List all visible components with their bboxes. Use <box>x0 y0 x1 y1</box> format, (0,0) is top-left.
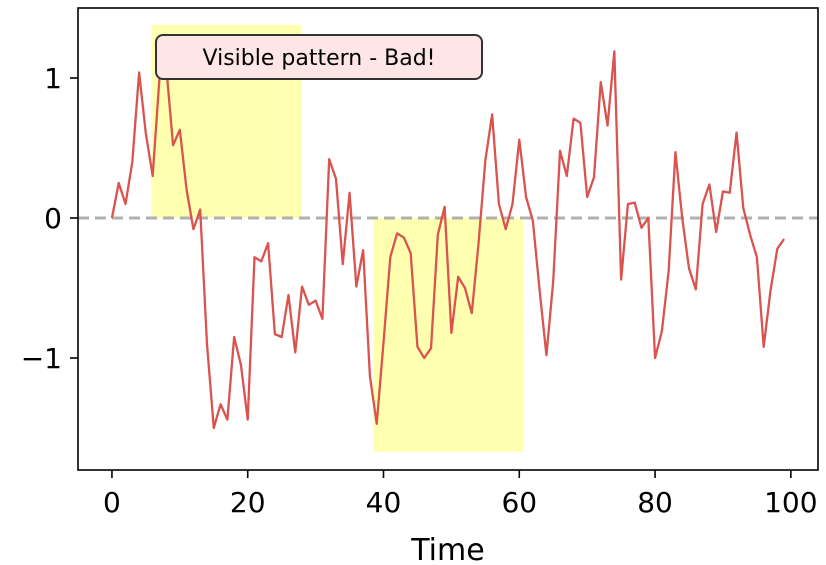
highlight-region-2 <box>373 218 524 452</box>
series-lines <box>110 50 786 430</box>
highlight-regions <box>151 24 524 452</box>
annotation-text: Visible pattern - Bad! <box>203 46 436 71</box>
annotation: Visible pattern - Bad! <box>155 34 484 80</box>
y-tick-label: −1 <box>21 342 62 375</box>
series-line-1 <box>110 50 786 430</box>
x-tick-label: 80 <box>637 486 673 519</box>
y-axis: −1 0 1 <box>21 62 78 375</box>
y-tick-label: 0 <box>44 202 62 235</box>
plot-frame <box>77 7 819 471</box>
x-tick-label: 60 <box>501 486 537 519</box>
x-tick-label: 0 <box>103 486 121 519</box>
x-tick-label: 40 <box>366 486 402 519</box>
x-tick-label: 100 <box>764 486 817 519</box>
x-tick-label: 20 <box>230 486 266 519</box>
x-axis: 0 20 40 60 80 100 <box>103 470 818 519</box>
annotation-box <box>155 34 484 80</box>
x-axis-label: Time <box>410 533 484 565</box>
y-tick-label: 1 <box>44 62 62 95</box>
